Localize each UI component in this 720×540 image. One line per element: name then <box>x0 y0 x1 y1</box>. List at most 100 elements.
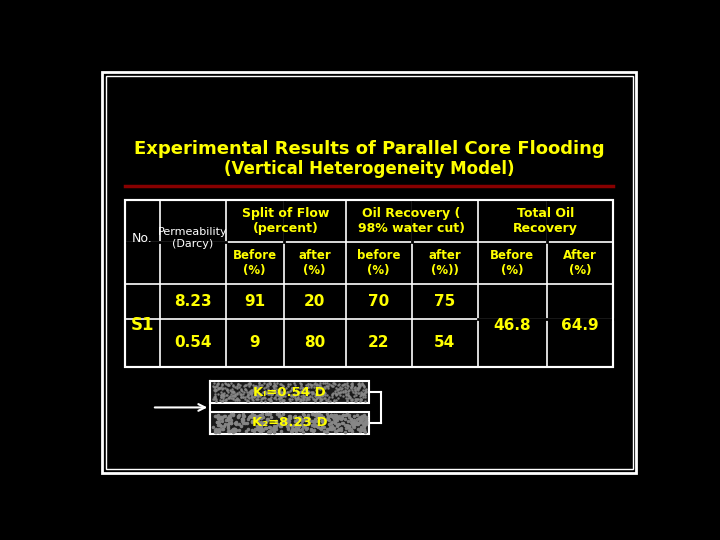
Point <box>335 385 346 394</box>
Point <box>210 427 222 436</box>
Point <box>325 418 337 427</box>
Point <box>279 415 291 424</box>
Point <box>331 386 343 394</box>
Point <box>361 387 372 395</box>
Point <box>298 392 310 401</box>
Point <box>289 394 301 402</box>
Text: K₂=8.23 D: K₂=8.23 D <box>252 416 328 429</box>
Point <box>235 386 247 395</box>
Point <box>212 379 224 388</box>
Point <box>282 387 294 396</box>
Point <box>220 395 232 403</box>
Point <box>222 416 233 424</box>
Point <box>230 394 242 403</box>
Point <box>296 416 307 425</box>
Point <box>325 423 336 431</box>
Point <box>297 391 309 400</box>
Point <box>308 395 320 403</box>
Point <box>291 417 302 426</box>
Point <box>277 391 289 400</box>
Point <box>259 387 271 396</box>
Point <box>289 411 301 420</box>
Point <box>243 391 254 400</box>
Point <box>326 424 338 433</box>
Point <box>278 396 289 404</box>
Point <box>253 414 264 423</box>
Point <box>351 414 363 423</box>
Point <box>264 410 276 418</box>
Point <box>294 414 305 422</box>
Point <box>282 423 293 432</box>
Point <box>321 428 333 436</box>
Point <box>354 396 366 405</box>
Point <box>255 417 266 426</box>
Point <box>246 393 258 401</box>
Point <box>247 387 258 395</box>
Point <box>355 389 366 398</box>
Point <box>314 382 325 391</box>
Point <box>209 382 220 391</box>
Point <box>357 389 369 398</box>
Point <box>217 394 228 402</box>
Point <box>336 381 348 390</box>
Text: Permeability
(Darcy): Permeability (Darcy) <box>158 227 228 249</box>
Point <box>291 387 302 395</box>
Point <box>237 412 248 421</box>
Point <box>210 383 221 391</box>
Point <box>236 387 248 395</box>
Point <box>210 394 221 402</box>
Point <box>308 383 320 391</box>
Point <box>349 389 361 397</box>
Point <box>302 383 314 391</box>
Point <box>225 386 236 395</box>
Point <box>310 391 322 400</box>
Point <box>235 390 246 399</box>
Point <box>271 387 282 396</box>
Point <box>268 424 279 433</box>
Point <box>244 411 256 420</box>
Point <box>246 395 257 403</box>
Point <box>348 422 360 431</box>
Point <box>358 390 369 399</box>
Point <box>287 383 298 392</box>
Point <box>332 421 343 430</box>
Point <box>268 387 279 395</box>
Point <box>325 421 337 430</box>
Point <box>354 395 366 404</box>
Point <box>360 418 372 427</box>
Point <box>252 383 264 392</box>
Point <box>352 420 364 429</box>
Point <box>240 396 252 405</box>
Point <box>314 392 325 401</box>
Point <box>253 421 265 429</box>
Point <box>225 418 236 427</box>
Point <box>235 389 246 398</box>
Point <box>284 395 296 404</box>
Point <box>348 420 359 428</box>
Text: Kₗ=0.54 D: Kₗ=0.54 D <box>253 386 326 399</box>
Point <box>274 392 286 400</box>
Point <box>248 385 260 394</box>
Point <box>291 396 302 404</box>
Point <box>311 390 323 399</box>
Point <box>300 381 312 389</box>
Point <box>210 395 221 403</box>
Point <box>355 388 366 396</box>
Point <box>321 382 333 390</box>
Point <box>330 413 342 421</box>
Point <box>321 390 333 399</box>
Point <box>341 381 353 389</box>
Point <box>352 419 364 428</box>
Point <box>253 424 264 433</box>
Point <box>359 417 370 426</box>
Point <box>217 425 229 434</box>
Point <box>343 422 355 431</box>
Text: 46.8: 46.8 <box>494 318 531 333</box>
Point <box>284 411 296 420</box>
Point <box>305 382 317 391</box>
Point <box>302 395 313 403</box>
Point <box>292 420 303 428</box>
Point <box>352 386 364 395</box>
Point <box>245 393 256 402</box>
Point <box>318 383 330 391</box>
